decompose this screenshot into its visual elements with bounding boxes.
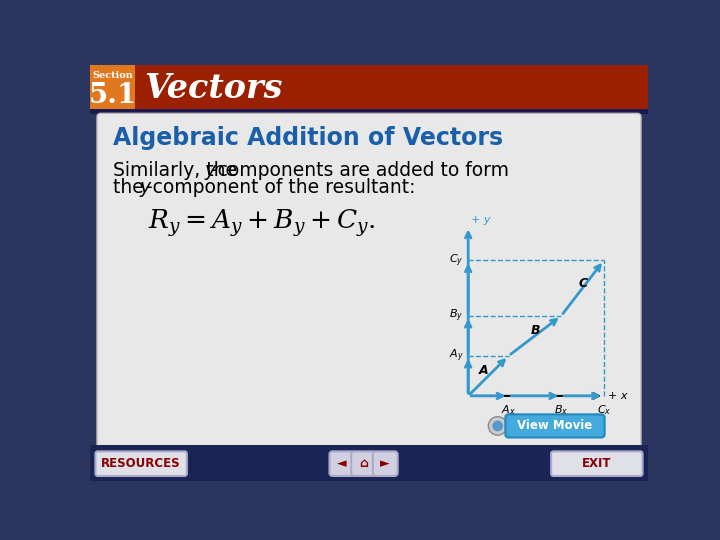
Text: $A_y$: $A_y$ [449,348,464,364]
FancyBboxPatch shape [90,65,135,110]
Circle shape [488,417,507,435]
FancyBboxPatch shape [551,451,642,476]
Text: RESOURCES: RESOURCES [102,457,181,470]
Circle shape [492,421,503,431]
Text: Algebraic Addition of Vectors: Algebraic Addition of Vectors [113,126,503,151]
FancyBboxPatch shape [505,414,605,437]
Text: y: y [204,161,216,180]
Text: B: B [531,325,541,338]
FancyBboxPatch shape [90,110,648,114]
Text: -components are added to form: -components are added to form [211,161,509,180]
Text: -component of the resultant:: -component of the resultant: [145,178,415,197]
Text: C: C [578,276,588,289]
Text: $\it{R}_y = \it{A}_y + \it{B}_y + \it{C}_y.$: $\it{R}_y = \it{A}_y + \it{B}_y + \it{C}… [148,207,376,239]
Text: $C_y$: $C_y$ [449,252,464,268]
Text: Vectors: Vectors [144,72,283,105]
Text: 5.1: 5.1 [89,82,137,109]
Text: + x: + x [608,391,628,401]
Text: ►: ► [380,457,390,470]
Text: $A_x$: $A_x$ [501,403,516,417]
FancyBboxPatch shape [330,451,354,476]
Text: y: y [140,178,150,197]
Text: + y: + y [472,215,491,225]
FancyBboxPatch shape [97,113,641,449]
Text: $B_y$: $B_y$ [449,308,464,324]
FancyBboxPatch shape [351,451,376,476]
Text: ◄: ◄ [337,457,347,470]
Text: $C_x$: $C_x$ [597,403,611,417]
Text: Similarly, the: Similarly, the [113,161,243,180]
FancyBboxPatch shape [96,451,187,476]
FancyBboxPatch shape [90,445,648,481]
Text: ⌂: ⌂ [359,457,368,470]
Text: the: the [113,178,150,197]
Text: View Movie: View Movie [518,420,593,433]
Text: A: A [479,364,489,377]
FancyBboxPatch shape [90,65,648,110]
FancyBboxPatch shape [373,451,397,476]
Text: Section: Section [92,71,133,80]
Text: EXIT: EXIT [582,457,611,470]
Text: $B_x$: $B_x$ [554,403,568,417]
